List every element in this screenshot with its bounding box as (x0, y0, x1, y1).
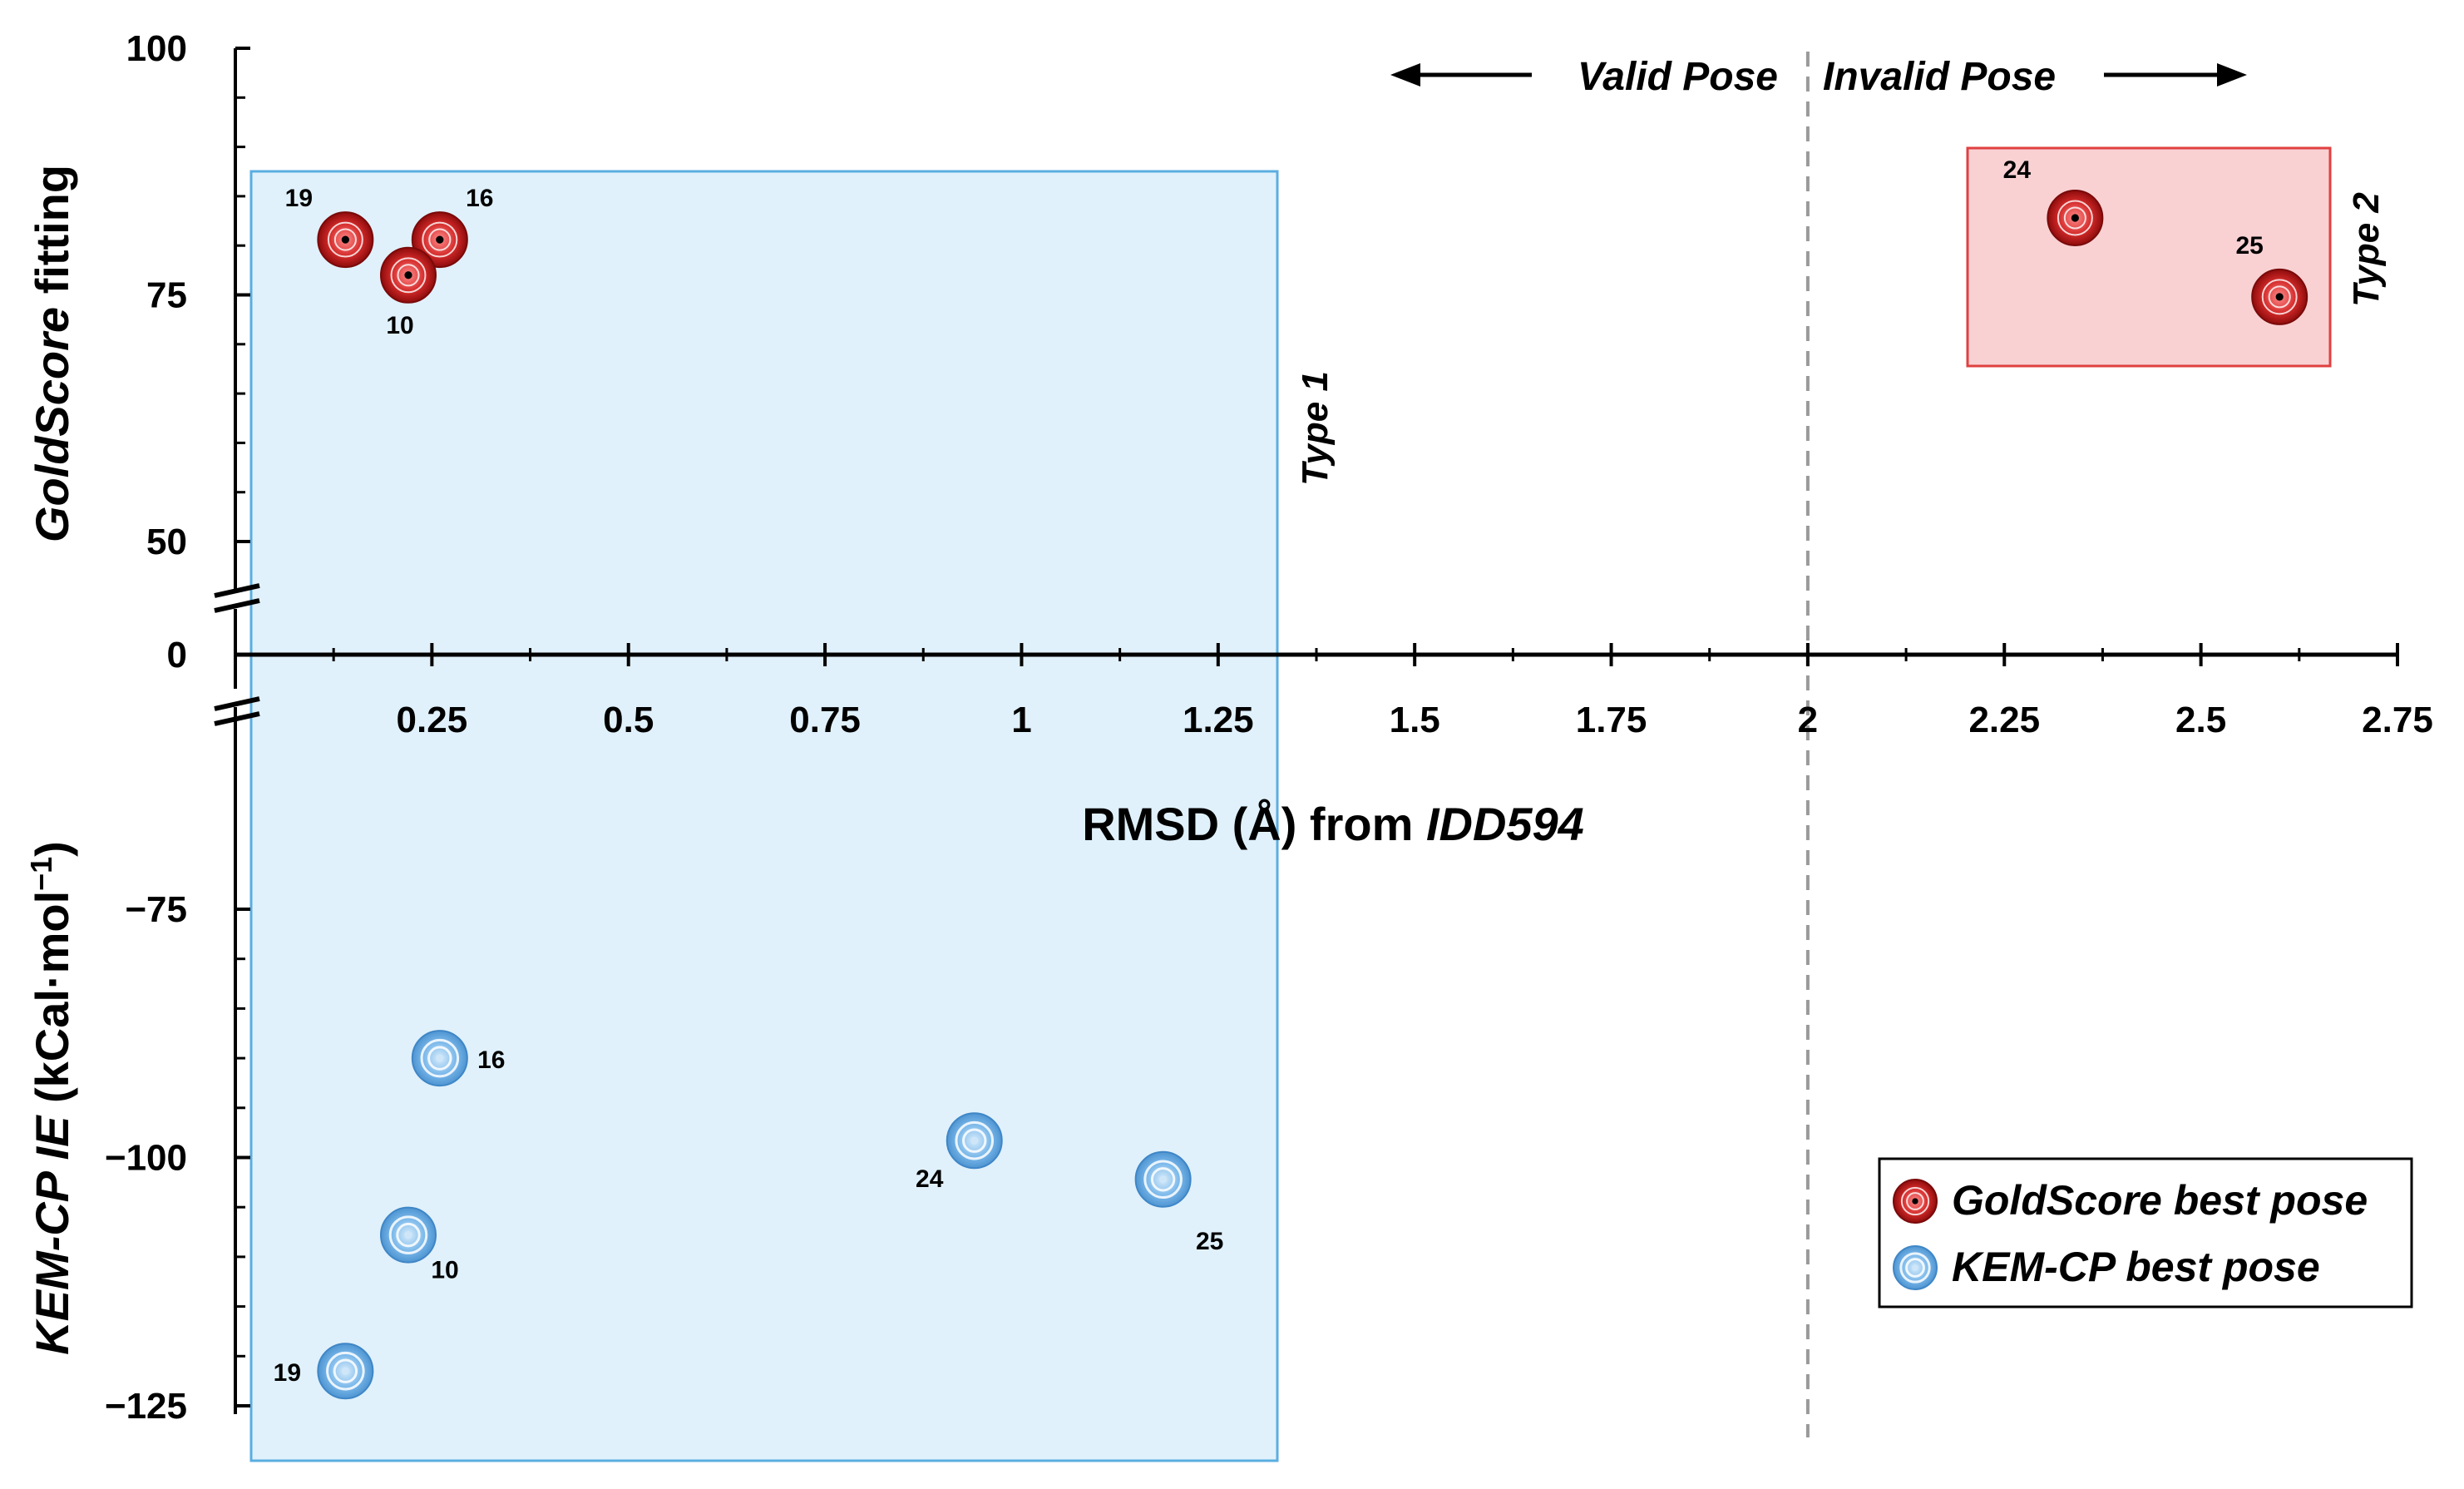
point-label-top-19: 19 (285, 185, 313, 212)
invalid-arrow (2104, 63, 2247, 87)
point-label-bottom-10: 10 (431, 1257, 458, 1284)
goldscore-point-25 (2251, 268, 2308, 325)
legend-red-circle (1893, 1179, 1938, 1224)
axis-break-lower (214, 696, 260, 726)
kemcp-point-24 (946, 1112, 1003, 1170)
x-tick-label: 2.25 (1968, 700, 2040, 740)
valid-pose-label: Valid Pose (1578, 55, 1778, 99)
point-label-bottom-24: 24 (916, 1165, 944, 1193)
x-tick-label: 2.5 (2175, 700, 2226, 740)
y-tick-label: 50 (146, 522, 187, 562)
x-tick-label: 0.5 (603, 700, 654, 740)
x-tick-label: 1 (1011, 700, 1031, 740)
axis-break-upper (214, 583, 260, 613)
y-tick-label: −100 (105, 1138, 187, 1179)
y-tick-label: 100 (126, 28, 187, 69)
x-tick-label: 1.75 (1576, 700, 1647, 740)
point-label-top-16: 16 (466, 185, 493, 212)
kemcp-point-25 (1134, 1150, 1192, 1208)
x-tick-label: 2.75 (2362, 700, 2433, 740)
x-tick-label: 2 (1798, 700, 1818, 740)
point-label-top-24: 24 (2003, 156, 2032, 184)
legend-goldscore-label: GoldScore best pose (1952, 1177, 2368, 1224)
legend-box (1878, 1157, 2413, 1308)
x-tick-label: 0.75 (789, 700, 861, 740)
x-tick-label: 1.5 (1390, 700, 1440, 740)
legend: GoldScore best pose KEM-CP best pose (1878, 1157, 2413, 1308)
point-label-top-25: 25 (2235, 232, 2263, 260)
legend-goldscore-marker (1893, 1179, 1938, 1224)
x-tick-label: 0.25 (397, 700, 468, 740)
goldscore-point-10 (380, 246, 437, 304)
type1-label: Type 1 (1295, 371, 1336, 486)
y-axis-title-top: GoldScore fitting (26, 165, 78, 542)
kemcp-point-10 (380, 1206, 437, 1264)
y-axis-title-bottom: KEM-CP IE (kCal·mol−1) (24, 841, 78, 1355)
x-axis-title: RMSD (Å) from IDD594 (1082, 798, 1584, 850)
point-label-bottom-25: 25 (1196, 1228, 1223, 1255)
legend-kemcp-marker (1893, 1245, 1938, 1290)
goldscore-point-24 (2047, 189, 2104, 246)
legend-kemcp-label: KEM-CP best pose (1952, 1244, 2320, 1290)
y-zero-label: 0 (167, 635, 187, 675)
point-label-bottom-19: 19 (274, 1359, 301, 1387)
y-tick-label: 75 (146, 275, 187, 316)
valid-arrow (1390, 63, 1532, 87)
type2-label: Type 2 (2346, 192, 2387, 307)
x-tick-label: 1.25 (1183, 700, 1254, 740)
kemcp-point-19 (317, 1343, 374, 1400)
point-label-top-10: 10 (386, 312, 413, 339)
type2-region (1966, 146, 2332, 368)
point-label-bottom-16: 16 (477, 1046, 505, 1074)
legend-blue-circle (1893, 1245, 1938, 1290)
invalid-pose-label: Invalid Pose (1823, 55, 2056, 99)
y-tick-label: −125 (105, 1386, 187, 1427)
goldscore-point-19 (317, 211, 374, 269)
y-tick-label: −75 (125, 889, 187, 930)
kemcp-point-16 (411, 1030, 468, 1087)
